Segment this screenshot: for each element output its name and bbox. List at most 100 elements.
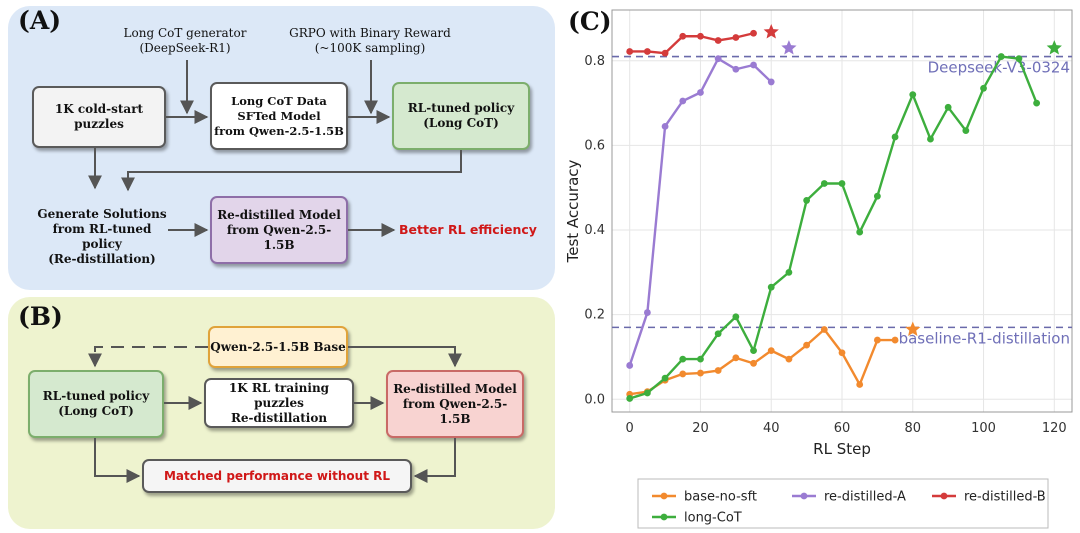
data-point — [750, 61, 757, 69]
y-tick-label: 0.4 — [584, 223, 605, 238]
arrow-rl-to-matched — [94, 438, 141, 483]
rl-tuned-policy-b-box: RL-tuned policy (Long CoT) — [28, 370, 164, 438]
data-point — [927, 135, 934, 143]
series-line — [629, 328, 896, 396]
data-point — [643, 309, 651, 316]
data-point — [732, 354, 740, 362]
reference-lines: Deepseek-V3-0324 baseline-R1-distillation — [612, 55, 1072, 347]
data-point — [697, 32, 704, 40]
data-point — [732, 34, 740, 41]
data-point — [732, 313, 740, 321]
end-star-marker — [1046, 40, 1062, 55]
data-point — [750, 29, 757, 37]
y-tick-label: 0.2 — [584, 308, 605, 323]
series-re-distilled-B — [626, 24, 779, 57]
x-tick-label: 100 — [971, 421, 996, 436]
data-point — [732, 65, 740, 73]
data-point — [661, 374, 669, 382]
data-point — [697, 89, 704, 96]
legend-entry: base-no-sft — [684, 490, 757, 505]
panel-c-label: (C) — [568, 7, 612, 36]
reference-line-label: Deepseek-V3-0324 — [928, 59, 1070, 77]
generator-label: Long CoT generator (DeepSeek-R1) — [123, 26, 247, 55]
arrow-redistilled-to-matched — [413, 438, 456, 483]
legend-marker — [940, 492, 948, 500]
x-tick-label: 20 — [692, 421, 709, 436]
panel-b-label: (B) — [18, 302, 63, 331]
grpo-label: GRPO with Binary Reward (~100K sampling) — [289, 26, 451, 55]
data-point — [714, 55, 722, 63]
legend-marker — [660, 513, 668, 521]
y-tick-label: 0.8 — [584, 54, 605, 69]
dashed-arrow-base-to-rl — [88, 346, 208, 368]
legend-entry: re-distilled-B — [964, 490, 1046, 505]
data-point — [697, 369, 704, 377]
data-point — [767, 78, 775, 86]
chart-series — [626, 24, 1062, 402]
data-point — [785, 355, 793, 363]
x-tick-label: 120 — [1042, 421, 1067, 436]
x-tick-label: 40 — [763, 421, 780, 436]
better-rl-efficiency-text: Better RL efficiency — [399, 222, 537, 237]
data-point — [767, 347, 775, 355]
reference-line-label: baseline-R1-distillation — [899, 329, 1070, 347]
data-point — [838, 180, 846, 187]
diagram-arrows — [88, 60, 462, 483]
x-tick-label: 0 — [626, 421, 634, 436]
data-point — [803, 197, 811, 204]
chart-ticks: 0 20 40 60 80 100 120 0.0 0.2 0.4 0.6 0.8 — [584, 54, 1066, 436]
rl-tuned-policy-box: RL-tuned policy (Long CoT) — [392, 82, 530, 150]
legend-marker — [800, 492, 808, 500]
y-tick-label: 0.6 — [584, 138, 605, 153]
data-point — [909, 91, 917, 99]
redistilled-model-box: Re-distilled Model from Qwen-2.5-1.5B — [210, 196, 348, 264]
legend-marker — [660, 492, 668, 500]
data-point — [785, 268, 793, 276]
data-point — [873, 192, 881, 200]
data-point — [997, 53, 1005, 60]
data-point — [643, 389, 651, 397]
data-point — [856, 381, 864, 388]
data-point — [626, 362, 634, 369]
cold-start-puzzles-box: 1K cold-start puzzles — [32, 86, 166, 148]
x-tick-label: 80 — [904, 421, 921, 436]
y-tick-label: 0.0 — [584, 392, 605, 407]
data-point — [767, 283, 775, 291]
rl-training-puzzles-box: 1K RL training puzzles Re-distillation — [204, 378, 354, 428]
end-star-marker — [905, 321, 921, 336]
legend-box — [637, 478, 1049, 529]
data-point — [750, 347, 757, 355]
series-base-no-sft — [626, 321, 921, 398]
test-accuracy-chart: (C) Deepseek-V3-0324 baseline-R1-distilla… — [564, 7, 1073, 529]
data-point — [838, 349, 846, 357]
data-point — [714, 367, 722, 374]
sft-model-box: Long CoT Data SFTed Model from Qwen-2.5-… — [210, 82, 348, 150]
data-point — [626, 395, 634, 402]
data-point — [891, 336, 899, 344]
data-point — [661, 122, 669, 130]
data-point — [803, 341, 811, 349]
end-star-marker — [763, 24, 779, 39]
data-point — [962, 127, 970, 134]
generate-solutions-label: Generate Solutions from RL-tuned policy … — [37, 207, 167, 266]
series-long-CoT — [626, 40, 1062, 402]
data-point — [856, 228, 864, 236]
data-point — [1033, 99, 1041, 107]
panel-a-label: (A) — [18, 6, 62, 35]
chart-grid — [612, 10, 1072, 412]
arrow-base-to-redistilled — [348, 346, 462, 368]
data-point — [891, 133, 899, 141]
data-point — [697, 355, 704, 363]
data-point — [643, 48, 651, 55]
data-point — [661, 49, 669, 57]
data-point — [679, 355, 687, 363]
arrow-rl-to-generate — [121, 150, 462, 192]
data-point — [820, 180, 828, 187]
data-point — [820, 326, 828, 333]
data-point — [679, 32, 687, 40]
legend-entry: long-CoT — [684, 511, 742, 526]
data-point — [873, 336, 881, 344]
data-point — [679, 97, 687, 105]
data-point — [626, 48, 634, 55]
end-star-marker — [781, 40, 797, 55]
